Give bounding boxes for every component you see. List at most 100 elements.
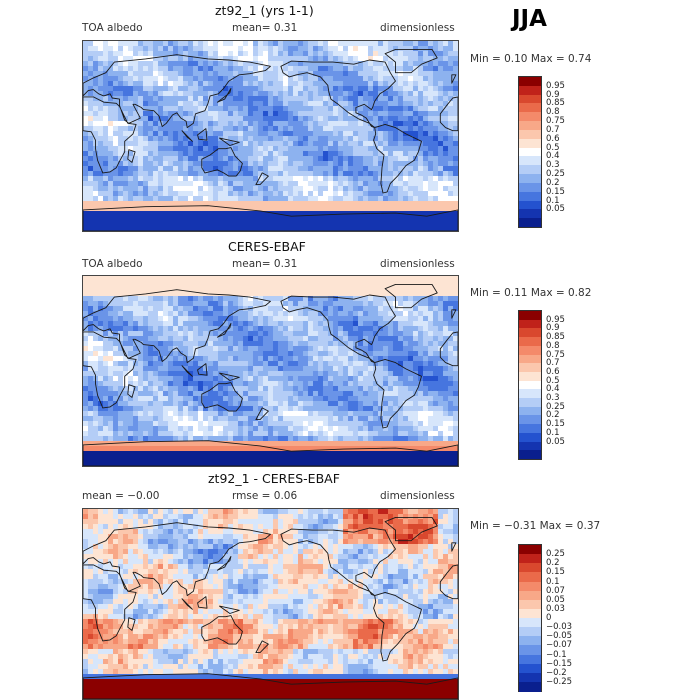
colorbar-swatch [519, 77, 541, 87]
colorbar-swatch [519, 191, 541, 202]
colorbar-label: 0.03 [546, 603, 565, 614]
colorbar-label: 0.9 [546, 89, 560, 100]
panel-title: zt92_1 - CERES-EBAF [208, 471, 340, 486]
colorbar-label: −0.07 [546, 640, 573, 651]
colorbar-label: 0.3 [546, 160, 560, 171]
colorbar-swatch [519, 398, 541, 408]
colorbar-label: 0.2 [546, 410, 560, 421]
colorbar-swatch [519, 432, 541, 443]
colorbar-swatch [519, 380, 541, 390]
colorbar-label: 0.05 [546, 204, 565, 215]
colorbar-swatch [519, 636, 541, 646]
colorbar-label: 0.7 [546, 124, 560, 135]
mean-label: mean = −0.00 [82, 490, 160, 502]
colorbar [518, 544, 542, 692]
colorbar-label: 0.75 [546, 116, 565, 127]
colorbar-swatch [519, 85, 541, 96]
colorbar-swatch [519, 450, 541, 460]
mean-label: mean= 0.31 [232, 258, 298, 270]
colorbar-swatch [519, 182, 541, 193]
colorbar-label: 0.6 [546, 133, 560, 144]
colorbar-label: 0.07 [546, 585, 565, 596]
colorbar-label: 0.95 [546, 314, 565, 325]
panel-title: zt92_1 (yrs 1-1) [215, 3, 314, 18]
colorbar-swatch [519, 608, 541, 619]
colorbar-swatch [519, 165, 541, 175]
colorbar-swatch [519, 441, 541, 451]
season-label: JJA [512, 6, 547, 32]
units-label: dimensionless [380, 22, 455, 34]
colorbar-swatch [519, 599, 541, 610]
colorbar-label: 0.5 [546, 142, 560, 153]
colorbar-label: 0.3 [546, 393, 560, 404]
colorbar-swatch [519, 572, 541, 582]
colorbar-label: 0.15 [546, 186, 565, 197]
colorbar-label: 0.8 [546, 340, 560, 351]
variable-label: TOA albedo [82, 22, 143, 34]
colorbar-swatch [519, 654, 541, 665]
colorbar-swatch [519, 554, 541, 564]
colorbar-swatch [519, 147, 541, 157]
colorbar-label: 0.7 [546, 358, 560, 369]
colorbar-swatch [519, 681, 541, 692]
colorbar-label: 0.75 [546, 349, 565, 360]
colorbar-swatch [519, 345, 541, 356]
colorbar-swatch [519, 371, 541, 382]
albedo-map [82, 275, 459, 467]
coastline [83, 283, 458, 466]
colorbar-swatch [519, 363, 541, 373]
coastline [83, 516, 458, 699]
colorbar-label: 0.2 [546, 177, 560, 188]
colorbar-label: 0.95 [546, 80, 565, 91]
colorbar-label: 0.6 [546, 366, 560, 377]
min-max-stats: Min = 0.11 Max = 0.82 [470, 287, 592, 299]
coastline [83, 48, 458, 231]
colorbar-label: 0.4 [546, 384, 560, 395]
colorbar-label: −0.03 [546, 622, 573, 633]
colorbar-swatch [519, 645, 541, 655]
colorbar-swatch [519, 328, 541, 338]
colorbar-label: 0.85 [546, 98, 565, 109]
colorbar-label: 0.25 [546, 169, 565, 180]
colorbar-label: −0.05 [546, 631, 573, 642]
colorbar-label: 0.5 [546, 375, 560, 386]
colorbar-label: 0.1 [546, 195, 560, 206]
colorbar-swatch [519, 94, 541, 104]
colorbar-swatch [519, 545, 541, 555]
colorbar-swatch [519, 415, 541, 425]
min-max-stats: Min = 0.10 Max = 0.74 [470, 53, 592, 65]
colorbar-label: 0.8 [546, 107, 560, 118]
colorbar-label: 0.1 [546, 576, 560, 587]
colorbar-swatch [519, 200, 541, 210]
colorbar-swatch [519, 581, 541, 592]
panel-title: CERES-EBAF [228, 239, 306, 254]
colorbar-swatch [519, 590, 541, 601]
colorbar-label: 0 [546, 613, 552, 623]
colorbar-label: −0.2 [546, 667, 567, 678]
variable-label: TOA albedo [82, 258, 143, 270]
colorbar-swatch [519, 663, 541, 674]
colorbar [518, 76, 542, 228]
colorbar-swatch [519, 406, 541, 416]
units-label: dimensionless [380, 258, 455, 270]
colorbar-label: 0.25 [546, 401, 565, 412]
colorbar-label: 0.85 [546, 332, 565, 343]
colorbar-swatch [519, 209, 541, 219]
albedo-map [82, 40, 459, 232]
colorbar-swatch [519, 672, 541, 683]
colorbar-swatch [519, 389, 541, 399]
colorbar [518, 310, 542, 460]
colorbar-label: 0.4 [546, 151, 560, 162]
colorbar-label: −0.25 [546, 676, 573, 687]
units-label: dimensionless [380, 490, 455, 502]
colorbar-swatch [519, 112, 541, 122]
colorbar-swatch [519, 354, 541, 364]
colorbar-swatch [519, 319, 541, 329]
colorbar-label: −0.1 [546, 649, 567, 660]
colorbar-swatch [519, 218, 541, 228]
colorbar-swatch [519, 563, 541, 573]
colorbar-swatch [519, 121, 541, 131]
colorbar-swatch [519, 156, 541, 166]
colorbar-swatch [519, 424, 541, 434]
colorbar-swatch [519, 337, 541, 347]
